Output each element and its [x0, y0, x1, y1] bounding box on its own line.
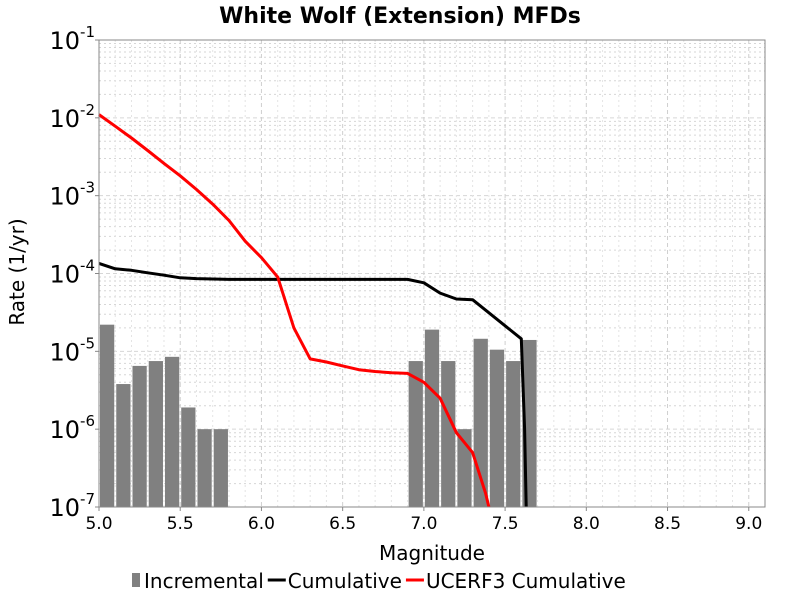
incremental-bar: [489, 349, 505, 507]
incremental-bar: [148, 361, 163, 507]
x-axis-label: Magnitude: [379, 541, 485, 565]
x-tick-label: 6.0: [248, 514, 275, 534]
ucerf3-cumulative-line: [98, 113, 491, 508]
y-tick-label: 10-2: [49, 101, 95, 133]
x-tick-label: 8.0: [573, 514, 600, 534]
legend-label: Incremental: [144, 569, 264, 593]
legend-swatch-incremental: [132, 573, 140, 587]
x-tick-label: 8.5: [654, 514, 681, 534]
legend-label: Cumulative: [288, 569, 402, 593]
x-tick-label: 5.5: [167, 514, 194, 534]
x-tick-label: 7.0: [410, 514, 437, 534]
cumulative-line: [98, 261, 528, 508]
x-tick-label: 5.0: [85, 514, 112, 534]
incremental-bar: [197, 429, 212, 507]
plot-grid: [99, 40, 766, 507]
series-lines: [98, 113, 528, 508]
incremental-bar: [100, 324, 115, 507]
y-tick-label: 10-7: [49, 490, 95, 522]
incremental-bar: [408, 361, 423, 507]
x-tick-label: 9.0: [735, 514, 762, 534]
incremental-bar: [164, 356, 180, 507]
incremental-bar: [441, 361, 456, 507]
incremental-bar: [424, 329, 440, 507]
legend-label: UCERF3 Cumulative: [426, 569, 626, 593]
y-axis-label: Rate (1/yr): [5, 218, 29, 325]
y-tick-label: 10-1: [49, 23, 95, 55]
chart-title: White Wolf (Extension) MFDs: [219, 4, 581, 29]
incremental-bar: [116, 384, 131, 507]
y-tick-label: 10-6: [49, 412, 95, 444]
x-tick-label: 6.5: [329, 514, 356, 534]
y-tick-label: 10-3: [49, 179, 95, 211]
incremental-bar: [181, 407, 196, 507]
y-tick-label: 10-5: [49, 334, 95, 366]
y-tick-label: 10-4: [49, 257, 95, 289]
y-axis-ticks: 10-1 10-2 10-3 10-4 10-5 10-6 10-7: [49, 23, 99, 522]
x-axis-ticks: 5.0 5.5 6.0 6.5 7.0 7.5 8.0 8.5 9.0: [85, 507, 762, 534]
incremental-bar: [132, 365, 147, 507]
incremental-bars: [100, 324, 537, 507]
incremental-bar: [506, 361, 521, 507]
incremental-bar: [213, 429, 228, 507]
legend: Incremental Cumulative UCERF3 Cumulative: [132, 569, 626, 593]
x-tick-label: 7.5: [492, 514, 519, 534]
